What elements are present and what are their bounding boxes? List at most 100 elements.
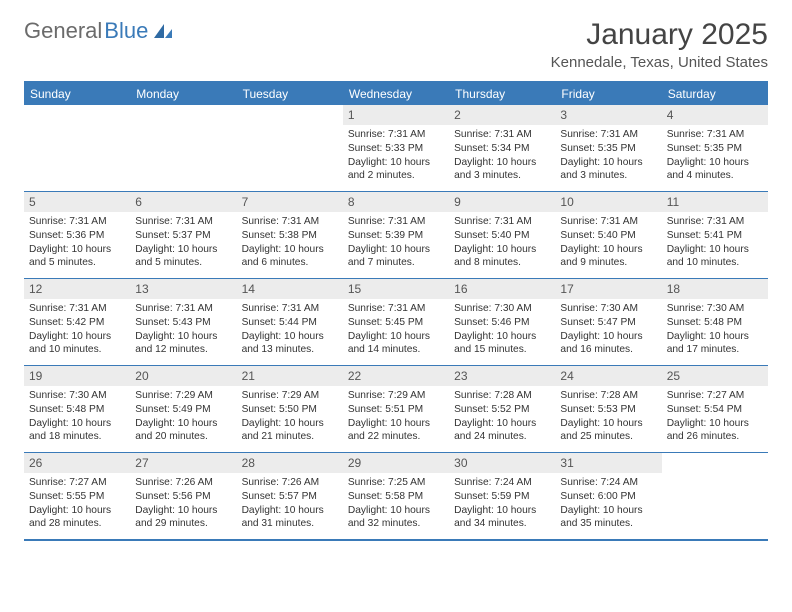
sunrise-text: Sunrise: 7:30 AM bbox=[667, 302, 763, 316]
sunrise-text: Sunrise: 7:27 AM bbox=[667, 389, 763, 403]
day-cell: 13 Sunrise: 7:31 AMSunset: 5:43 PMDayligh… bbox=[130, 279, 236, 365]
sunset-text: Sunset: 5:40 PM bbox=[454, 229, 550, 243]
day-number: 20 bbox=[130, 366, 236, 386]
sunrise-text: Sunrise: 7:24 AM bbox=[560, 476, 656, 490]
sunrise-text: Sunrise: 7:31 AM bbox=[348, 215, 444, 229]
sunset-text: Sunset: 5:35 PM bbox=[560, 142, 656, 156]
sunrise-text: Sunrise: 7:31 AM bbox=[135, 215, 231, 229]
sunrise-text: Sunrise: 7:31 AM bbox=[242, 302, 338, 316]
daylight-text: Daylight: 10 hours and 5 minutes. bbox=[135, 243, 231, 271]
day-cell: 25Sunrise: 7:27 AMSunset: 5:54 PMDayligh… bbox=[662, 366, 768, 452]
daylight-text: Daylight: 10 hours and 16 minutes. bbox=[560, 330, 656, 358]
day-cell: 27Sunrise: 7:26 AMSunset: 5:56 PMDayligh… bbox=[130, 453, 236, 539]
sunrise-text: Sunrise: 7:27 AM bbox=[29, 476, 125, 490]
dow-sunday: Sunday bbox=[24, 83, 130, 105]
day-number: 1 bbox=[343, 105, 449, 125]
sunrise-text: Sunrise: 7:31 AM bbox=[135, 302, 231, 316]
day-number: 5 bbox=[24, 192, 130, 212]
dow-friday: Friday bbox=[555, 83, 661, 105]
day-number: 2 bbox=[449, 105, 555, 125]
sunrise-text: Sunrise: 7:31 AM bbox=[454, 128, 550, 142]
day-number: 12 bbox=[24, 279, 130, 299]
day-cell: 22Sunrise: 7:29 AMSunset: 5:51 PMDayligh… bbox=[343, 366, 449, 452]
logo-text-blue: Blue bbox=[104, 18, 148, 44]
sunrise-text: Sunrise: 7:30 AM bbox=[29, 389, 125, 403]
daylight-text: Daylight: 10 hours and 4 minutes. bbox=[667, 156, 763, 184]
day-number: . bbox=[24, 105, 130, 125]
sunset-text: Sunset: 5:47 PM bbox=[560, 316, 656, 330]
sunset-text: Sunset: 5:54 PM bbox=[667, 403, 763, 417]
sunrise-text: Sunrise: 7:31 AM bbox=[348, 302, 444, 316]
day-cell: . bbox=[130, 105, 236, 191]
daylight-text: Daylight: 10 hours and 14 minutes. bbox=[348, 330, 444, 358]
day-cell: 21Sunrise: 7:29 AMSunset: 5:50 PMDayligh… bbox=[237, 366, 343, 452]
logo: GeneralBlue bbox=[24, 18, 174, 44]
week-row: 26Sunrise: 7:27 AMSunset: 5:55 PMDayligh… bbox=[24, 452, 768, 539]
day-number: 9 bbox=[449, 192, 555, 212]
sunset-text: Sunset: 5:39 PM bbox=[348, 229, 444, 243]
daylight-text: Daylight: 10 hours and 28 minutes. bbox=[29, 504, 125, 532]
sunrise-text: Sunrise: 7:31 AM bbox=[348, 128, 444, 142]
daylight-text: Daylight: 10 hours and 35 minutes. bbox=[560, 504, 656, 532]
day-number: 27 bbox=[130, 453, 236, 473]
sunset-text: Sunset: 5:43 PM bbox=[135, 316, 231, 330]
sunset-text: Sunset: 5:40 PM bbox=[560, 229, 656, 243]
day-number: 17 bbox=[555, 279, 661, 299]
sunrise-text: Sunrise: 7:31 AM bbox=[29, 215, 125, 229]
sunset-text: Sunset: 5:55 PM bbox=[29, 490, 125, 504]
daylight-text: Daylight: 10 hours and 26 minutes. bbox=[667, 417, 763, 445]
location: Kennedale, Texas, United States bbox=[551, 54, 768, 71]
day-number: 26 bbox=[24, 453, 130, 473]
day-number: 28 bbox=[237, 453, 343, 473]
day-number: 13 bbox=[130, 279, 236, 299]
daylight-text: Daylight: 10 hours and 3 minutes. bbox=[454, 156, 550, 184]
week-row: 19Sunrise: 7:30 AMSunset: 5:48 PMDayligh… bbox=[24, 365, 768, 452]
sunrise-text: Sunrise: 7:31 AM bbox=[560, 215, 656, 229]
day-cell: 3Sunrise: 7:31 AMSunset: 5:35 PMDaylight… bbox=[555, 105, 661, 191]
daylight-text: Daylight: 10 hours and 32 minutes. bbox=[348, 504, 444, 532]
month-title: January 2025 bbox=[551, 18, 768, 52]
sunrise-text: Sunrise: 7:28 AM bbox=[560, 389, 656, 403]
week-row: ...1Sunrise: 7:31 AMSunset: 5:33 PMDayli… bbox=[24, 105, 768, 191]
sunset-text: Sunset: 5:48 PM bbox=[667, 316, 763, 330]
sunrise-text: Sunrise: 7:31 AM bbox=[29, 302, 125, 316]
day-cell: 8Sunrise: 7:31 AMSunset: 5:39 PMDaylight… bbox=[343, 192, 449, 278]
sunrise-text: Sunrise: 7:29 AM bbox=[242, 389, 338, 403]
dow-wednesday: Wednesday bbox=[343, 83, 449, 105]
day-cell: 18Sunrise: 7:30 AMSunset: 5:48 PMDayligh… bbox=[662, 279, 768, 365]
day-number: . bbox=[662, 453, 768, 473]
day-of-week-row: Sunday Monday Tuesday Wednesday Thursday… bbox=[24, 83, 768, 105]
daylight-text: Daylight: 10 hours and 8 minutes. bbox=[454, 243, 550, 271]
day-number: 22 bbox=[343, 366, 449, 386]
day-cell: 4Sunrise: 7:31 AMSunset: 5:35 PMDaylight… bbox=[662, 105, 768, 191]
sunset-text: Sunset: 5:36 PM bbox=[29, 229, 125, 243]
daylight-text: Daylight: 10 hours and 13 minutes. bbox=[242, 330, 338, 358]
sunset-text: Sunset: 6:00 PM bbox=[560, 490, 656, 504]
day-number: 23 bbox=[449, 366, 555, 386]
day-number: . bbox=[237, 105, 343, 125]
daylight-text: Daylight: 10 hours and 20 minutes. bbox=[135, 417, 231, 445]
day-number: 3 bbox=[555, 105, 661, 125]
day-number: 10 bbox=[555, 192, 661, 212]
daylight-text: Daylight: 10 hours and 3 minutes. bbox=[560, 156, 656, 184]
daylight-text: Daylight: 10 hours and 9 minutes. bbox=[560, 243, 656, 271]
sunset-text: Sunset: 5:34 PM bbox=[454, 142, 550, 156]
sunrise-text: Sunrise: 7:29 AM bbox=[135, 389, 231, 403]
day-cell: . bbox=[237, 105, 343, 191]
day-number: 24 bbox=[555, 366, 661, 386]
day-number: 4 bbox=[662, 105, 768, 125]
day-cell: 2 Sunrise: 7:31 AMSunset: 5:34 PMDaylight… bbox=[449, 105, 555, 191]
dow-tuesday: Tuesday bbox=[237, 83, 343, 105]
logo-text-gray: General bbox=[24, 18, 102, 44]
daylight-text: Daylight: 10 hours and 6 minutes. bbox=[242, 243, 338, 271]
day-cell: 31Sunrise: 7:24 AMSunset: 6:00 PMDayligh… bbox=[555, 453, 661, 539]
sunset-text: Sunset: 5:49 PM bbox=[135, 403, 231, 417]
sunrise-text: Sunrise: 7:25 AM bbox=[348, 476, 444, 490]
sunset-text: Sunset: 5:58 PM bbox=[348, 490, 444, 504]
day-number: 21 bbox=[237, 366, 343, 386]
week-row: 12Sunrise: 7:31 AMSunset: 5:42 PMDayligh… bbox=[24, 278, 768, 365]
daylight-text: Daylight: 10 hours and 22 minutes. bbox=[348, 417, 444, 445]
daylight-text: Daylight: 10 hours and 12 minutes. bbox=[135, 330, 231, 358]
daylight-text: Daylight: 10 hours and 29 minutes. bbox=[135, 504, 231, 532]
sunset-text: Sunset: 5:48 PM bbox=[29, 403, 125, 417]
